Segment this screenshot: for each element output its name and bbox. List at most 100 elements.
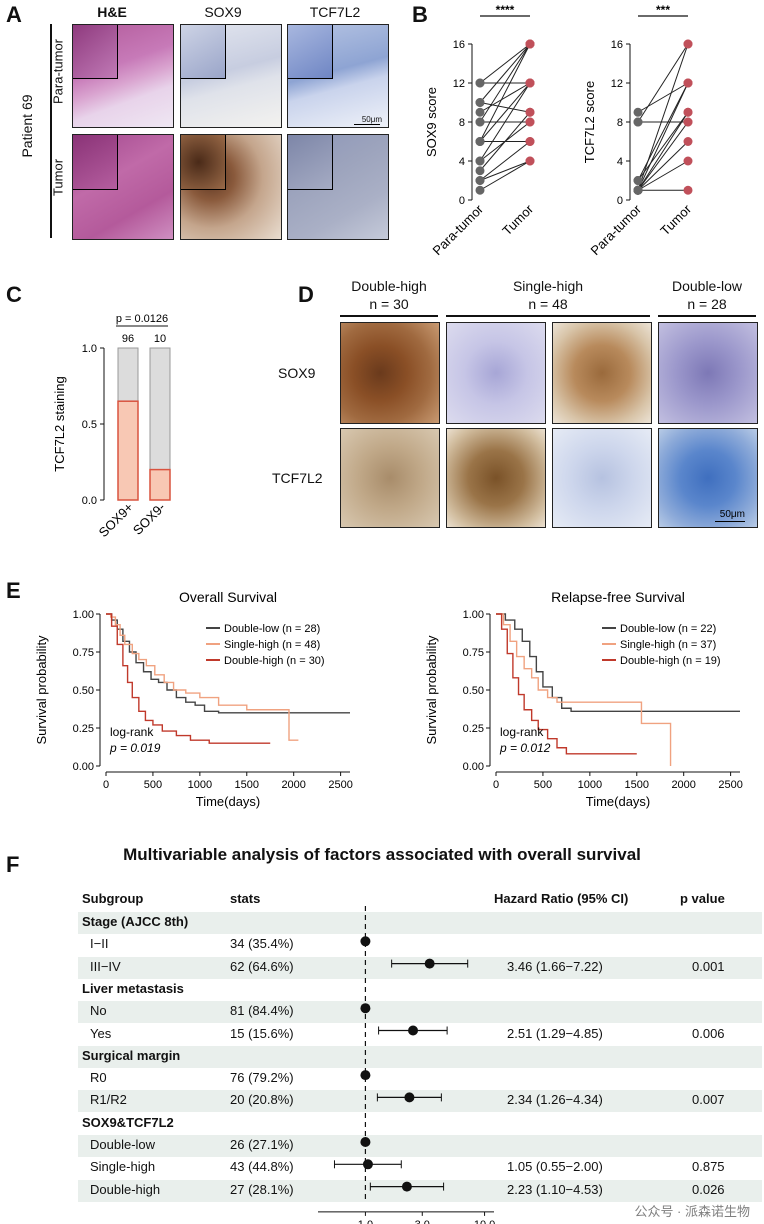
pair-line bbox=[637, 160, 689, 191]
panel-b-chart: 0 4 8 12 16 SOX9 score **** Para-tumor Tumor 0 4 8… bbox=[424, 3, 695, 258]
y-tick-label: 0 bbox=[459, 195, 465, 207]
d-tcf7l2-single-high-2-image bbox=[552, 428, 652, 528]
bracket-single-high bbox=[446, 315, 650, 317]
y-axis-label: SOX9 score bbox=[424, 87, 439, 157]
y-tick-label: 8 bbox=[617, 117, 623, 129]
subgroup-label: Double-high bbox=[90, 1181, 161, 1197]
d-sox9-double-high-image bbox=[340, 322, 440, 424]
subgroup-stats: 34 (35.4%) bbox=[230, 936, 294, 952]
pair-line bbox=[479, 43, 531, 103]
bar-count: 10 bbox=[154, 333, 166, 345]
tumor-point bbox=[525, 117, 535, 127]
logrank-label: log-rank bbox=[500, 725, 544, 739]
x-tick-label: 2500 bbox=[718, 779, 742, 791]
pair-line bbox=[479, 43, 531, 142]
pair-line bbox=[479, 160, 531, 181]
panel-c-chart: 0.0 0.5 1.0 TCF7L2 staining p = 0.0126 96 SOX9… bbox=[52, 313, 171, 540]
d-tcf7l2-double-low-image: 50μm bbox=[658, 428, 758, 528]
y-tick-label: 0.50 bbox=[463, 685, 484, 697]
row-stripe bbox=[78, 912, 762, 934]
panel-e-letter: E bbox=[6, 578, 21, 603]
x-tick-label: 500 bbox=[534, 779, 552, 791]
forest-x-tick-label: 3.0 bbox=[415, 1219, 430, 1224]
y-axis-label: Survival probability bbox=[424, 635, 439, 745]
y-tick-label: 16 bbox=[453, 39, 465, 51]
bar-positive bbox=[149, 468, 171, 501]
pair-line bbox=[479, 111, 531, 172]
watermark: 公众号 · 派森诺生物 bbox=[634, 1204, 750, 1219]
hazard-ratio: 2.34 (1.26−4.34) bbox=[507, 1092, 603, 1108]
row-stripe bbox=[78, 1135, 762, 1157]
x-category-label: Tumor bbox=[657, 201, 694, 238]
patient-label: Patient 69 bbox=[19, 94, 35, 158]
subgroup-label: Single-high bbox=[90, 1159, 156, 1175]
y-axis-label: Survival probability bbox=[34, 635, 49, 745]
subgroup-stats: 43 (44.8%) bbox=[230, 1159, 294, 1175]
pair-line bbox=[479, 82, 531, 113]
row-stripe bbox=[78, 1179, 762, 1202]
panel-a-letter: A bbox=[6, 2, 22, 27]
d-sox9-single-high-2-image bbox=[552, 322, 652, 424]
para-tumor-point bbox=[475, 98, 485, 107]
hazard-ratio: 3.46 (1.66−7.22) bbox=[507, 958, 603, 974]
tumor-point bbox=[683, 185, 693, 195]
panel-e-left-chart: Overall Survival 0.00 0.25 0.50 0.75 1.00 0 500… bbox=[34, 589, 353, 809]
p-value: 0.026 bbox=[692, 1181, 725, 1197]
col-tcf7l2: TCF7L2 bbox=[309, 4, 361, 20]
pair-line bbox=[479, 141, 531, 181]
tumor-point bbox=[525, 78, 535, 88]
pair-line bbox=[479, 43, 531, 84]
subgroup-stats: 81 (84.4%) bbox=[230, 1003, 294, 1019]
x-tick-label: 1500 bbox=[235, 779, 259, 791]
x-category-label: SOX9- bbox=[130, 500, 168, 538]
y-tick-label: 4 bbox=[459, 156, 465, 168]
km-curve bbox=[106, 613, 299, 741]
group-double-low: Double-low bbox=[671, 278, 743, 294]
x-tick-label: 500 bbox=[144, 779, 162, 791]
pair-line bbox=[637, 111, 689, 181]
he-para-tumor-image bbox=[72, 24, 174, 128]
para-tumor-point bbox=[475, 176, 485, 185]
legend-label: Double-high (n = 30) bbox=[224, 655, 325, 667]
para-tumor-point bbox=[475, 117, 485, 127]
panel-d-letter: D bbox=[298, 282, 314, 307]
x-category-label: Para-tumor bbox=[430, 201, 487, 258]
para-tumor-point bbox=[475, 78, 485, 88]
logrank-pvalue: p = 0.019 bbox=[109, 741, 161, 755]
tumor-point bbox=[683, 107, 693, 117]
km-curve bbox=[496, 613, 672, 766]
chart-title: Relapse-free Survival bbox=[551, 589, 685, 605]
x-tick-label: 2000 bbox=[281, 779, 305, 791]
x-tick-label: 2500 bbox=[328, 779, 352, 791]
pair-line bbox=[637, 82, 689, 113]
row-para-tumor: Para-tumor bbox=[50, 38, 66, 105]
row-sox9: SOX9 bbox=[278, 365, 316, 381]
row-stripe bbox=[78, 1045, 762, 1068]
tumor-point bbox=[683, 156, 693, 166]
col-he: H&E bbox=[97, 4, 127, 20]
x-tick-label: 2000 bbox=[671, 779, 695, 791]
tcf7l2-para-tumor-image: 50μm bbox=[287, 24, 389, 128]
subgroup-label: R1/R2 bbox=[90, 1092, 127, 1108]
tumor-point bbox=[683, 39, 693, 49]
subgroup-header: Liver metastasis bbox=[82, 980, 184, 996]
hr-point bbox=[401, 1181, 412, 1192]
legend-label: Single-high (n = 48) bbox=[224, 639, 320, 651]
subgroup-header: Surgical margin bbox=[82, 1047, 181, 1063]
pair-line bbox=[637, 43, 689, 123]
hr-point bbox=[360, 1003, 371, 1014]
header-subgroup: Subgroup bbox=[82, 891, 144, 906]
hazard-ratio: 2.51 (1.29−4.85) bbox=[507, 1025, 603, 1041]
pair-line bbox=[637, 141, 689, 191]
patient-bracket bbox=[50, 24, 52, 238]
group-double-low-n: n = 28 bbox=[687, 296, 727, 312]
para-tumor-point bbox=[633, 185, 643, 195]
d-tcf7l2-single-high-1-image bbox=[446, 428, 546, 528]
pair-line bbox=[637, 43, 689, 191]
hazard-ratio: 2.23 (1.10−4.53) bbox=[507, 1181, 603, 1197]
para-tumor-point bbox=[475, 185, 485, 195]
p-value: p = 0.0126 bbox=[116, 313, 168, 325]
subgroup-label: No bbox=[90, 1003, 107, 1019]
subgroup-label: I−II bbox=[90, 936, 109, 952]
pair-line bbox=[637, 82, 689, 181]
